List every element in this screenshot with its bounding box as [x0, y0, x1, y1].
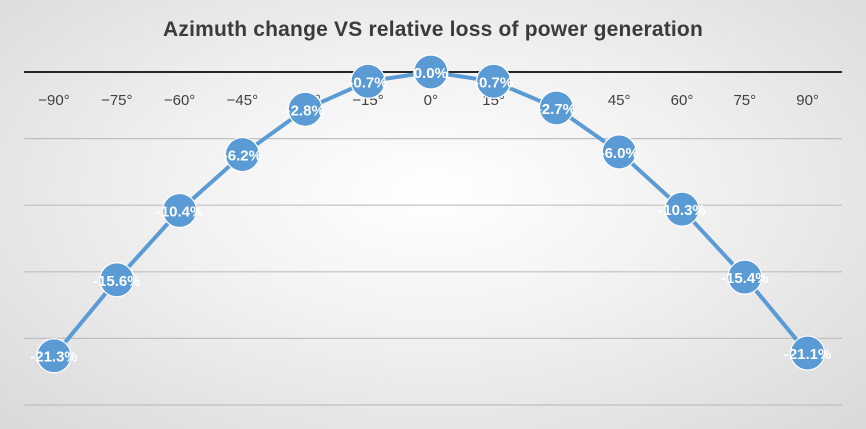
chart-title: Azimuth change VS relative loss of power…	[163, 18, 703, 41]
data-label: -0.7%	[348, 74, 387, 91]
data-point-marker	[538, 90, 575, 126]
data-label: 0.0%	[414, 65, 448, 82]
x-tick-label: −60°	[164, 92, 195, 109]
data-point-marker	[224, 136, 260, 173]
x-tick-label: −45°	[227, 92, 258, 109]
data-label: -21.1%	[784, 346, 832, 363]
x-tick-label: 90°	[796, 92, 819, 109]
data-point-marker	[36, 338, 72, 374]
data-label: -15.4%	[721, 270, 769, 287]
data-point-marker	[727, 259, 763, 295]
data-label: -6.2%	[223, 148, 262, 165]
data-label: -21.3%	[30, 349, 78, 366]
data-label: -2.8%	[286, 102, 325, 119]
x-tick-label: 45°	[608, 92, 631, 109]
data-label: -15.6%	[93, 273, 141, 290]
data-label: -6.0%	[600, 145, 639, 162]
data-point-marker	[287, 91, 323, 127]
x-tick-label: 75°	[733, 92, 756, 109]
data-point-marker	[789, 335, 826, 371]
data-label: -0.7%	[474, 74, 513, 91]
data-label: -10.3%	[658, 202, 706, 219]
data-point-marker	[162, 192, 198, 229]
data-point-marker	[601, 134, 637, 170]
data-point-marker	[350, 63, 386, 99]
data-label: -2.7%	[537, 101, 576, 118]
x-tick-label: 0°	[424, 92, 438, 109]
data-point-marker	[664, 191, 700, 227]
data-label: -10.4%	[156, 204, 204, 221]
x-tick-label: −75°	[101, 92, 132, 109]
data-point-marker	[413, 54, 449, 90]
x-tick-label: −90°	[38, 92, 69, 109]
x-tick-label: 60°	[671, 92, 694, 109]
data-point-marker	[99, 262, 135, 298]
data-point-marker	[476, 63, 512, 99]
